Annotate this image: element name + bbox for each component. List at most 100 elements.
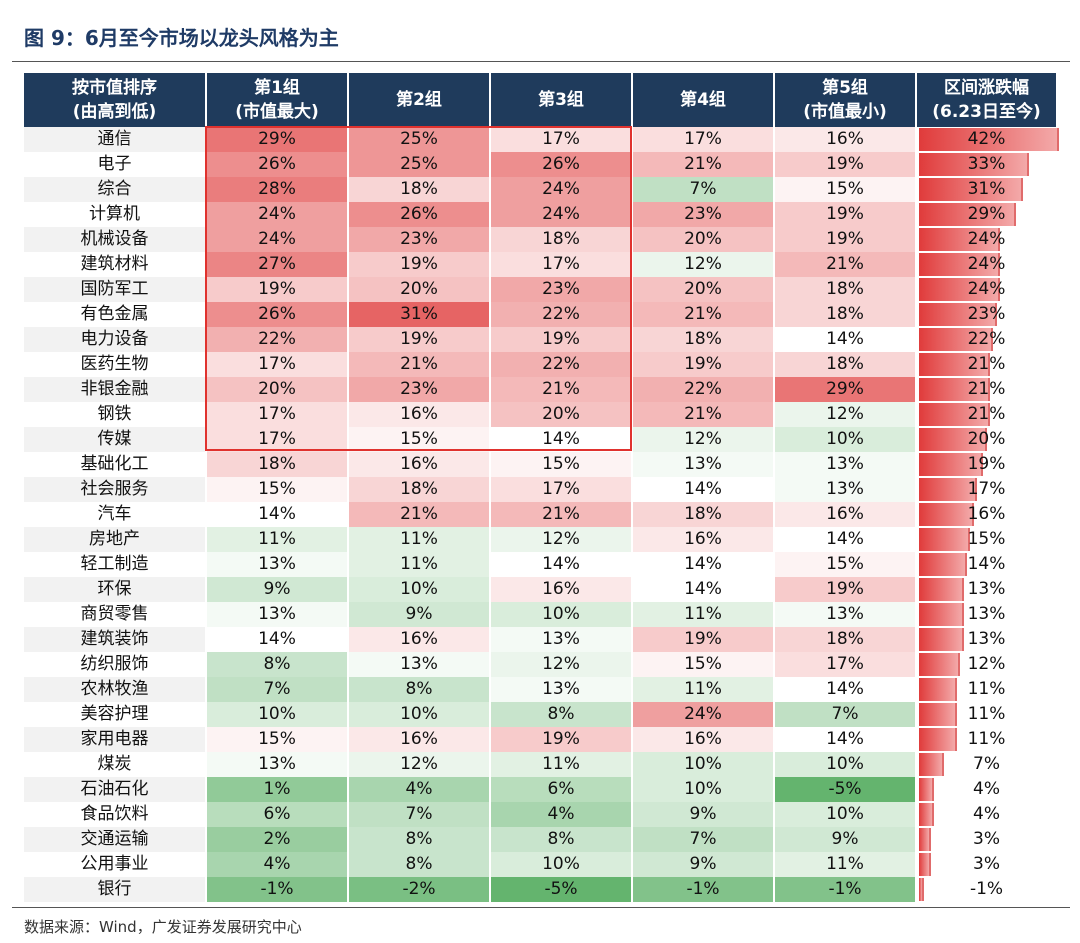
change-value: 42%	[967, 129, 1006, 149]
heat-cell: 22%	[489, 302, 632, 327]
heat-cell: 13%	[347, 652, 490, 677]
heat-cell: 14%	[631, 577, 774, 602]
heat-cell: 16%	[347, 727, 490, 752]
table-row: 国防军工 19% 20% 23% 20% 18% 24%	[24, 277, 1056, 302]
heat-cell: 10%	[205, 702, 348, 727]
heat-cell: 14%	[489, 427, 632, 452]
heat-cell: 13%	[205, 602, 348, 627]
heat-cell: 19%	[489, 727, 632, 752]
industry-label: 环保	[24, 577, 206, 602]
column-header-text: 第5组	[822, 78, 868, 98]
change-cell: 13%	[915, 577, 1056, 602]
heat-cell: 8%	[347, 827, 490, 852]
heat-cell: 17%	[489, 127, 632, 152]
column-header-1: 第1组 (市值最大)	[205, 73, 348, 127]
industry-label: 综合	[24, 177, 206, 202]
heat-cell: 11%	[347, 527, 490, 552]
heat-cell: 6%	[489, 777, 632, 802]
heat-cell: 11%	[205, 527, 348, 552]
column-header-3: 第3组	[489, 73, 632, 127]
heat-cell: 4%	[205, 852, 348, 877]
table-row: 公用事业 4% 8% 10% 9% 11% 3%	[24, 852, 1056, 877]
change-bar	[919, 578, 964, 601]
heat-cell: 18%	[347, 477, 490, 502]
change-cell: 23%	[915, 302, 1056, 327]
change-bar	[919, 728, 957, 751]
change-value: 20%	[967, 429, 1006, 449]
change-bar	[919, 303, 997, 326]
change-value: 15%	[967, 529, 1006, 549]
industry-label: 交通运输	[24, 827, 206, 852]
heat-cell: 7%	[205, 677, 348, 702]
change-value: 11%	[967, 704, 1006, 724]
table-row: 基础化工 18% 16% 15% 13% 13% 19%	[24, 452, 1056, 477]
heat-cell: 21%	[631, 152, 774, 177]
heat-cell: 18%	[347, 177, 490, 202]
heat-cell: 14%	[773, 677, 916, 702]
heat-cell: 19%	[773, 152, 916, 177]
change-bar	[919, 803, 934, 826]
change-cell: 24%	[915, 227, 1056, 252]
change-cell: -1%	[915, 877, 1056, 902]
source-note: 数据来源：Wind，广发证券发展研究中心	[24, 918, 302, 936]
change-cell: 13%	[915, 602, 1056, 627]
heat-cell: 7%	[631, 177, 774, 202]
table-row: 纺织服饰 8% 13% 12% 15% 17% 12%	[24, 652, 1056, 677]
column-header-text: (6.23日至今)	[932, 102, 1041, 122]
industry-label: 公用事业	[80, 854, 149, 874]
heat-cell: 11%	[489, 752, 632, 777]
heat-cell: 2%	[205, 827, 348, 852]
change-value: 14%	[967, 554, 1006, 574]
heat-cell: 24%	[489, 177, 632, 202]
heat-cell: 8%	[205, 652, 348, 677]
change-bar	[919, 378, 990, 401]
change-cell: 24%	[915, 252, 1056, 277]
change-bar	[919, 453, 983, 476]
change-cell: 4%	[915, 802, 1056, 827]
heat-cell: 26%	[347, 202, 490, 227]
heat-cell: 15%	[489, 452, 632, 477]
heat-cell: 22%	[489, 352, 632, 377]
heat-cell: 9%	[347, 602, 490, 627]
heat-cell: 25%	[347, 127, 490, 152]
change-bar	[919, 403, 990, 426]
change-cell: 7%	[915, 752, 1056, 777]
heat-cell: 13%	[205, 552, 348, 577]
change-bar	[919, 478, 977, 501]
column-header-text: 第3组	[538, 90, 584, 110]
heat-cell: 16%	[489, 577, 632, 602]
table-row: 商贸零售 13% 9% 10% 11% 13% 13%	[24, 602, 1056, 627]
heat-cell: -2%	[347, 877, 490, 902]
industry-label: 有色金属	[80, 304, 149, 324]
heat-cell: 26%	[205, 152, 348, 177]
change-bar	[919, 228, 1000, 251]
heat-cell: 19%	[489, 327, 632, 352]
change-bar	[919, 353, 990, 376]
heat-cell: 19%	[773, 202, 916, 227]
industry-label: 农林牧渔	[24, 677, 206, 702]
heat-cell: 17%	[205, 352, 348, 377]
heat-cell: 16%	[347, 402, 490, 427]
change-bar	[919, 828, 931, 851]
change-bar	[919, 428, 987, 451]
heat-cell: 8%	[489, 827, 632, 852]
change-cell: 11%	[915, 677, 1056, 702]
change-value: 22%	[967, 329, 1006, 349]
industry-label: 房地产	[24, 527, 206, 552]
heat-cell: 7%	[347, 802, 490, 827]
change-value: 11%	[967, 729, 1006, 749]
heat-cell: 17%	[631, 127, 774, 152]
heat-cell: 17%	[773, 652, 916, 677]
change-cell: 12%	[915, 652, 1056, 677]
heat-cell: 1%	[205, 777, 348, 802]
heat-cell: 15%	[773, 177, 916, 202]
heat-cell: -5%	[489, 877, 632, 902]
table-row: 计算机 24% 26% 24% 23% 19% 29%	[24, 202, 1056, 227]
industry-label: 计算机	[89, 204, 140, 224]
change-value: 21%	[967, 354, 1006, 374]
column-header-text: 第4组	[680, 90, 726, 110]
heat-cell: 9%	[631, 802, 774, 827]
change-bar	[919, 628, 964, 651]
industry-label: 建筑材料	[80, 254, 149, 274]
heat-cell: 16%	[773, 127, 916, 152]
